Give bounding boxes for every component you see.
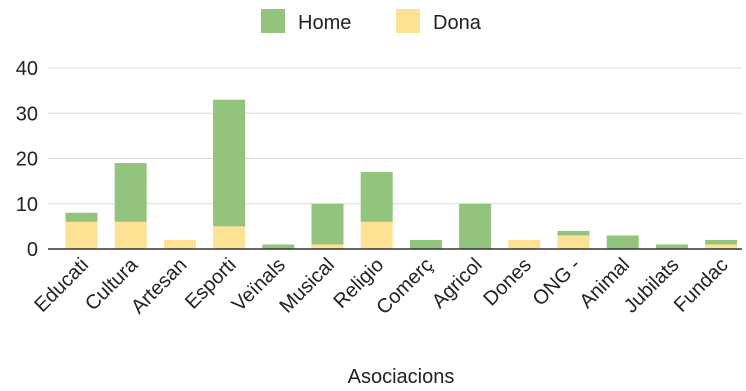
y-tick-label: 0 — [27, 239, 38, 261]
x-tick-label: Musical — [276, 254, 339, 317]
bar-dona-5 — [311, 244, 344, 249]
gridlines — [48, 67, 742, 205]
y-tick-label: 20 — [16, 149, 38, 171]
x-tick-label: Fundac — [670, 254, 733, 317]
bars — [65, 99, 738, 249]
y-tick-label: 30 — [16, 103, 38, 125]
bar-dona-3 — [213, 226, 246, 249]
bar-home-8 — [459, 203, 492, 249]
x-tick-label: Agricol — [428, 254, 487, 313]
bar-home-3 — [213, 99, 246, 227]
x-tick-label: ONG - — [529, 254, 585, 310]
bar-home-1 — [114, 163, 147, 222]
bar-dona-9 — [508, 239, 541, 249]
bar-home-5 — [311, 203, 344, 245]
y-tick-label: 40 — [16, 58, 38, 80]
legend-label-home: Home — [298, 12, 351, 34]
bar-dona-2 — [163, 239, 196, 249]
bar-dona-13 — [705, 244, 738, 249]
bar-home-12 — [655, 244, 688, 249]
y-axis: 0 10 20 30 40 — [16, 58, 38, 261]
legend: Home Dona — [261, 9, 482, 34]
bar-home-13 — [705, 239, 738, 245]
x-tick-label: Jubilats — [620, 254, 684, 318]
legend-swatch-dona — [396, 9, 420, 33]
bar-home-6 — [360, 172, 393, 222]
bar-dona-6 — [360, 221, 393, 249]
bar-home-7 — [409, 239, 442, 249]
y-tick-label: 10 — [16, 194, 38, 216]
legend-label-dona: Dona — [433, 12, 482, 34]
bar-home-4 — [262, 244, 295, 249]
bar-dona-1 — [114, 221, 147, 249]
legend-swatch-home — [261, 9, 285, 33]
x-tick-label: Dones — [479, 254, 535, 310]
bar-dona-10 — [557, 235, 590, 249]
bar-home-11 — [606, 235, 639, 249]
x-axis: EducatiCulturaArtesanEsportiVeïnalsMusic… — [30, 248, 742, 319]
bar-dona-0 — [65, 221, 98, 249]
x-tick-label: Artesan — [127, 254, 191, 318]
x-tick-label: Educati — [30, 254, 93, 317]
x-axis-title: Asociacions — [348, 366, 455, 388]
bar-home-10 — [557, 230, 590, 236]
bar-home-0 — [65, 212, 98, 222]
